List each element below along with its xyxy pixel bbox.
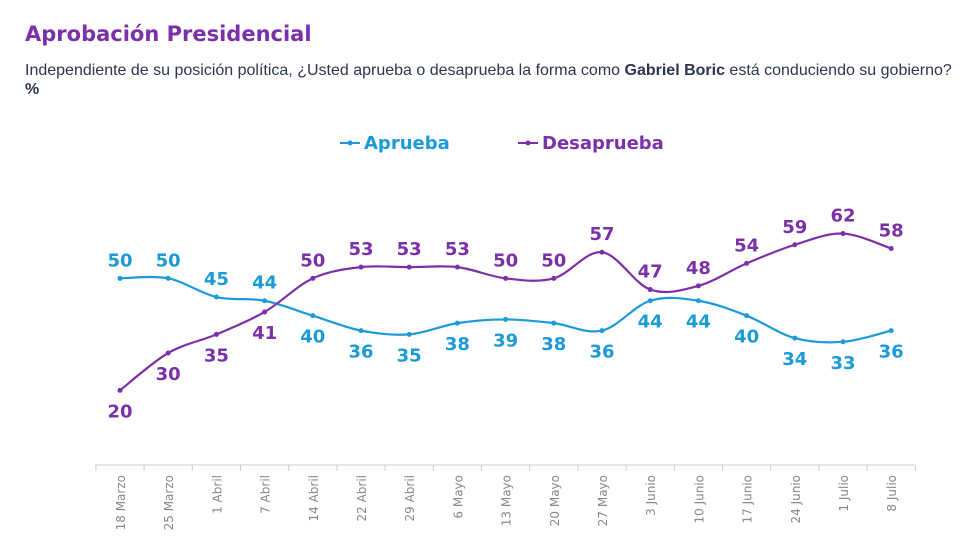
- data-label: 38: [445, 334, 470, 355]
- point: [744, 260, 750, 266]
- x-tick-label: 14 Abril: [307, 475, 321, 522]
- data-label: 45: [204, 269, 229, 290]
- data-label: 58: [879, 220, 904, 241]
- chart-title: Aprobación Presidencial: [25, 22, 312, 46]
- data-label: 50: [300, 250, 325, 271]
- x-tick-label: 22 Abril: [355, 475, 369, 522]
- legend-dot: [525, 140, 531, 146]
- point: [358, 328, 364, 334]
- legend-label: Desaprueba: [542, 133, 664, 154]
- data-label: 36: [348, 342, 373, 363]
- point: [599, 328, 605, 334]
- data-label: 44: [252, 273, 277, 294]
- point: [262, 309, 268, 315]
- data-label: 35: [397, 345, 422, 366]
- point: [888, 245, 894, 251]
- point: [792, 242, 798, 248]
- x-tick-label: 27 Mayo: [596, 475, 610, 526]
- data-label: 50: [107, 250, 132, 271]
- data-label: 59: [782, 217, 807, 238]
- x-tick-label: 17 Junio: [741, 475, 755, 524]
- point: [406, 264, 412, 270]
- point: [695, 283, 701, 289]
- x-tick-label: 13 Mayo: [500, 475, 514, 526]
- x-tick-label: 3 Junio: [644, 475, 658, 516]
- point: [551, 320, 557, 326]
- point: [310, 275, 316, 281]
- subtitle: Independiente de su posición política, ¿…: [25, 61, 970, 99]
- x-tick-label: 6 Mayo: [451, 475, 465, 519]
- subtitle-text: está conduciendo su gobierno?: [724, 62, 952, 79]
- x-tick-label: 20 Mayo: [548, 475, 562, 526]
- point: [117, 387, 123, 393]
- point: [213, 294, 219, 300]
- point: [647, 298, 653, 304]
- data-label: 62: [830, 206, 855, 227]
- x-tick-label: 8 Julio: [885, 475, 899, 512]
- x-tick-label: 25 Marzo: [162, 475, 176, 530]
- data-label: 38: [541, 334, 566, 355]
- x-tick-label: 10 Junio: [692, 475, 706, 524]
- point: [792, 335, 798, 341]
- x-tick-label: 1 Abril: [210, 475, 224, 514]
- x-tick-label: 1 Julio: [837, 475, 851, 512]
- subtitle-text: Independiente de su posición política, ¿…: [25, 62, 625, 79]
- data-label: 34: [782, 349, 807, 370]
- data-label: 35: [204, 345, 229, 366]
- data-label: 53: [397, 239, 422, 260]
- point: [744, 313, 750, 319]
- point: [117, 275, 123, 281]
- data-label: 53: [348, 239, 373, 260]
- data-label: 39: [493, 330, 518, 351]
- point: [310, 313, 316, 319]
- data-label: 44: [638, 312, 663, 333]
- data-label: 54: [734, 235, 759, 256]
- data-label: 50: [156, 250, 181, 271]
- data-label: 36: [589, 342, 614, 363]
- point: [503, 275, 509, 281]
- point: [840, 339, 846, 345]
- data-label: 47: [638, 262, 663, 283]
- point: [599, 249, 605, 255]
- data-label: 30: [156, 364, 181, 385]
- point: [165, 275, 171, 281]
- point: [454, 320, 460, 326]
- point: [503, 316, 509, 322]
- data-label: 33: [830, 353, 855, 374]
- data-label: 57: [589, 224, 614, 245]
- point: [213, 331, 219, 337]
- legend-dot: [347, 140, 353, 146]
- point: [358, 264, 364, 270]
- data-label: 20: [107, 401, 132, 422]
- data-label: 44: [686, 312, 711, 333]
- data-label: 40: [734, 327, 759, 348]
- x-tick-label: 7 Abril: [259, 475, 273, 514]
- x-tick-label: 29 Abril: [403, 475, 417, 522]
- legend-label: Aprueba: [364, 133, 450, 154]
- x-tick-label: 24 Junio: [789, 475, 803, 524]
- point: [165, 350, 171, 356]
- data-label: 53: [445, 239, 470, 260]
- point: [551, 275, 557, 281]
- point: [406, 331, 412, 337]
- point: [454, 264, 460, 270]
- data-label: 40: [300, 327, 325, 348]
- data-label: 48: [686, 258, 711, 279]
- point: [840, 231, 846, 237]
- point: [647, 287, 653, 293]
- subtitle-bold: %: [25, 81, 40, 98]
- point: [888, 328, 894, 334]
- data-label: 41: [252, 323, 277, 344]
- data-label: 50: [493, 250, 518, 271]
- point: [262, 298, 268, 304]
- data-label: 50: [541, 250, 566, 271]
- x-tick-label: 18 Marzo: [114, 475, 128, 530]
- data-label: 36: [879, 342, 904, 363]
- subtitle-bold: Gabriel Boric: [624, 62, 725, 79]
- point: [695, 298, 701, 304]
